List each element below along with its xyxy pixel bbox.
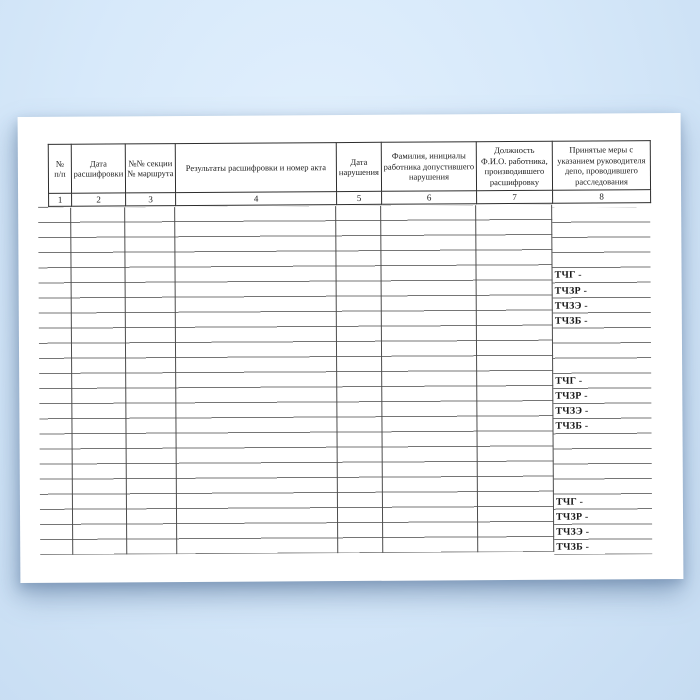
column-number: 6 [381, 190, 477, 205]
journal-table-body: ТЧГ - ТЧЗР - ТЧЗЭ - ТЧЗБ - ТЧГ - ТЧЗР - … [38, 204, 653, 556]
column-header-results: Результаты расшифровки и номер акта [175, 142, 337, 193]
column-number: 7 [476, 190, 553, 204]
column-header-date-decoding: Дата расшифровки [71, 143, 126, 194]
measure-label-tchze: ТЧЗЭ - [555, 405, 589, 418]
measure-label-tchzb: ТЧЗБ - [555, 420, 589, 433]
column-header-violation-date: Дата нарушения [336, 142, 382, 192]
measure-label-tchg: ТЧГ - [555, 496, 584, 508]
measure-label-tchg: ТЧГ - [555, 375, 583, 387]
measure-label-tchzr: ТЧЗР - [554, 285, 588, 297]
column-number: 8 [552, 189, 651, 204]
measure-label-tchzb: ТЧЗБ - [556, 541, 590, 553]
journal-page: № п/п Дата расшифровки №№ секции № маршр… [17, 112, 684, 584]
measure-label-tchzr: ТЧЗР - [555, 390, 588, 402]
column-header-worker-name: Фамилия, инициалы работника допустившего… [381, 141, 477, 192]
measure-label-tchzb: ТЧЗБ - [554, 315, 588, 327]
measure-label-tchze: ТЧЗЭ - [556, 526, 590, 538]
column-header-section-route: №№ секции № маршрута [125, 143, 176, 193]
measure-label-tchzr: ТЧЗР - [556, 511, 589, 523]
column-number: 3 [125, 192, 176, 206]
column-number: 4 [175, 191, 337, 206]
column-number: 2 [71, 192, 126, 207]
column-header-measures: Принятые меры с указанием руководителя д… [552, 140, 651, 191]
measure-label-tchze: ТЧЗЭ - [554, 300, 588, 312]
column-number: 1 [48, 193, 72, 207]
measure-label-tchg: ТЧГ - [554, 269, 582, 282]
journal-table-header: № п/п Дата расшифровки №№ секции № маршр… [48, 140, 651, 207]
header-row: № п/п Дата расшифровки №№ секции № маршр… [48, 140, 651, 194]
column-header-npp: № п/п [48, 144, 72, 194]
column-number: 5 [336, 191, 382, 205]
column-header-decoder: Должность Ф.И.О. работника, производивше… [476, 141, 553, 191]
